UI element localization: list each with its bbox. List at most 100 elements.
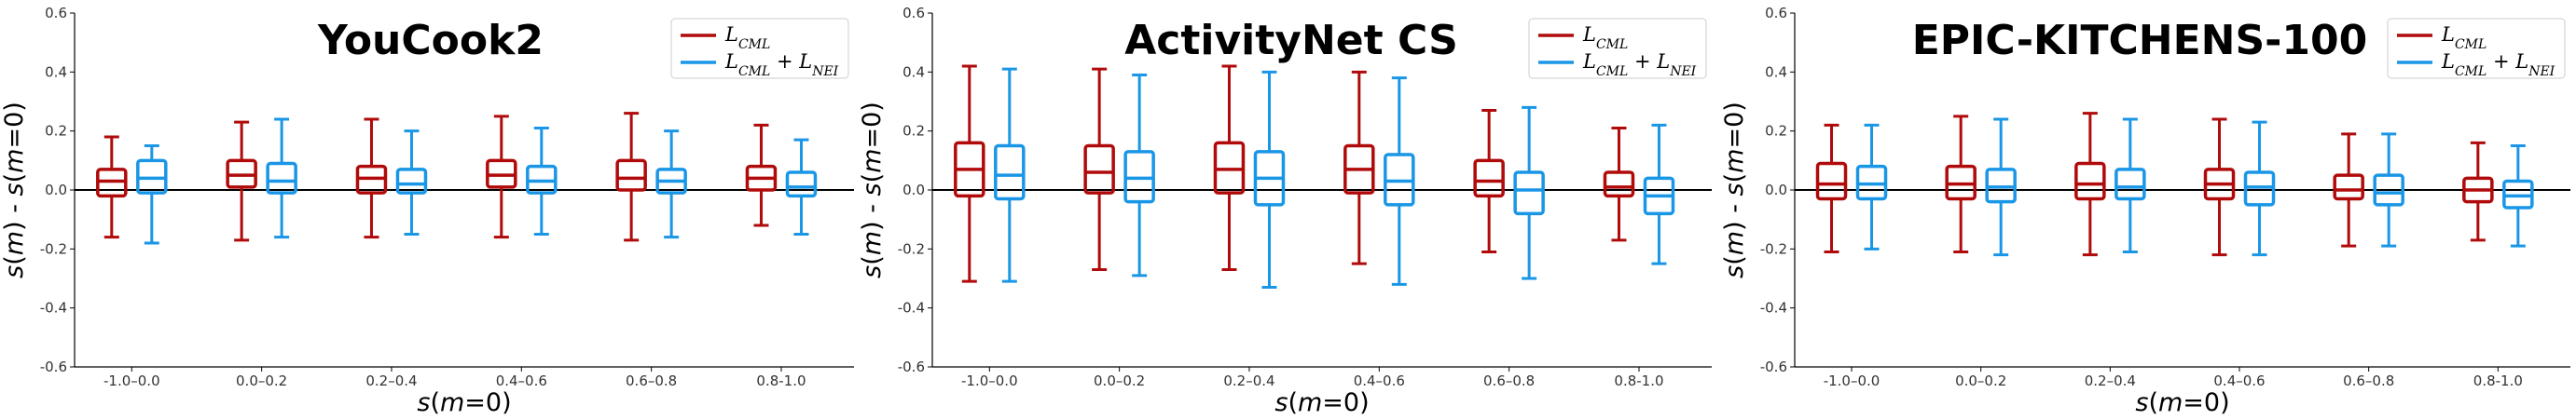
box-cml-6 — [1603, 127, 1635, 242]
box-cml-4 — [486, 115, 517, 239]
box-cml-nei-6 — [2502, 144, 2534, 248]
box-iqr — [1815, 161, 1848, 201]
x-tick-label: -1.0–0.0 — [961, 373, 1018, 389]
y-tick-label: 0.0 — [45, 182, 67, 198]
y-tick-label: 0.4 — [902, 63, 925, 80]
box-cml-nei-2 — [266, 117, 297, 239]
box-cml-6 — [2462, 141, 2494, 242]
box-iqr — [2074, 161, 2106, 201]
box-cml-3 — [355, 117, 388, 239]
legend-entry: LCML — [724, 23, 770, 52]
y-axis-label: s(m) - s(m=0) — [1720, 102, 1749, 278]
x-tick-label: 0.8-1.0 — [756, 373, 806, 389]
box-iqr — [2373, 173, 2404, 207]
box-cml-5 — [615, 112, 647, 242]
x-tick-label: 0.0–0.2 — [1094, 373, 1145, 389]
y-tick-label: -0.6 — [40, 359, 67, 375]
x-tick-label: 0.4–0.6 — [496, 373, 547, 389]
box-iqr — [785, 170, 818, 198]
y-tick-label: -0.6 — [1760, 359, 1787, 375]
y-axis-label: s(m) - s(m=0) — [858, 102, 887, 278]
x-tick-label: -1.0–0.0 — [1824, 373, 1880, 389]
x-tick-label: 0.6–0.8 — [2343, 373, 2394, 389]
y-tick-label: -0.2 — [1760, 240, 1787, 257]
legend-entry: LCML + LNEI — [1582, 50, 1697, 79]
box-cml-nei-6 — [1643, 123, 1675, 265]
x-tick-label: 0.8-1.0 — [1614, 373, 1663, 389]
y-tick-label: 0.0 — [902, 182, 925, 198]
box-iqr — [994, 143, 1026, 201]
y-tick-label: 0.2 — [1765, 123, 1787, 140]
box-cml-nei-5 — [655, 129, 687, 239]
y-tick-label: 0.6 — [1765, 5, 1787, 21]
y-tick-label: -0.4 — [1760, 300, 1787, 317]
y-tick-label: -0.4 — [898, 300, 925, 317]
x-tick-label: 0.0–0.2 — [1955, 373, 2006, 389]
y-tick-label: 0.4 — [1765, 63, 1787, 80]
y-tick-label: -0.6 — [898, 359, 925, 375]
y-tick-label: -0.4 — [40, 300, 67, 317]
box-cml-nei-5 — [2373, 132, 2404, 248]
box-cml-nei-3 — [395, 129, 428, 236]
y-tick-label: 0.6 — [45, 5, 67, 21]
box-cml-5 — [1473, 109, 1505, 253]
box-cml-6 — [745, 123, 778, 227]
box-iqr — [1083, 143, 1115, 195]
box-cml-nei-6 — [785, 138, 818, 236]
x-axis-label: s(m=0) — [2135, 388, 2229, 417]
box-cml-5 — [2333, 132, 2364, 248]
box-cml-nei-2 — [1985, 117, 2017, 257]
x-tick-label: 0.4–0.6 — [2213, 373, 2265, 389]
box-cml-2 — [1945, 115, 1977, 253]
box-iqr — [1603, 170, 1635, 198]
x-axis-label: s(m=0) — [417, 388, 511, 417]
y-tick-label: 0.0 — [1765, 182, 1787, 198]
chart-panel-1: -0.6 -0.4 -0.2 0.0 0.2 0.4 0.6 -1.0–0.0 0.0–0.2 0… — [0, 5, 854, 417]
y-tick-label: 0.2 — [902, 123, 925, 140]
legend-entry: LCML + LNEI — [724, 50, 839, 79]
chart-panel-3: -0.6 -0.4 -0.2 0.0 0.2 0.4 0.6 -1.0–0.0 0.0–0.2 0… — [1720, 5, 2570, 417]
box-cml-nei-1 — [1855, 123, 1888, 251]
box-cml-1 — [96, 135, 128, 239]
box-cml-nei-4 — [1384, 76, 1415, 286]
x-tick-label: -1.0–0.0 — [103, 373, 160, 389]
chart-title: ActivityNet CS — [1124, 17, 1458, 64]
legend-entry: LCML — [2441, 23, 2486, 52]
box-cml-1 — [1815, 123, 1848, 253]
box-cml-nei-4 — [2243, 120, 2276, 257]
x-tick-label: 0.6–0.8 — [1483, 373, 1535, 389]
y-tick-label: 0.4 — [45, 63, 67, 80]
box-cml-1 — [954, 64, 985, 283]
box-iqr — [395, 168, 428, 195]
x-tick-label: 0.8-1.0 — [2473, 373, 2523, 389]
box-cml-nei-1 — [994, 67, 1026, 283]
box-iqr — [2333, 173, 2364, 201]
y-tick-label: -0.2 — [898, 240, 925, 257]
x-tick-label: 0.2–0.4 — [1223, 373, 1274, 389]
y-tick-label: 0.2 — [45, 123, 67, 140]
box-cml-2 — [1083, 67, 1115, 271]
box-iqr — [266, 161, 297, 195]
box-iqr — [2115, 168, 2146, 201]
box-cml-nei-3 — [2115, 117, 2146, 253]
box-cml-nei-3 — [1253, 70, 1286, 289]
y-tick-label: -0.2 — [40, 240, 67, 257]
x-tick-label: 0.4–0.6 — [1354, 373, 1405, 389]
y-tick-label: 0.6 — [902, 5, 925, 21]
box-cml-4 — [2203, 117, 2236, 257]
legend-entry: LCML — [1582, 23, 1628, 52]
box-cml-nei-2 — [1123, 74, 1155, 278]
box-cml-4 — [1343, 70, 1375, 265]
x-tick-label: 0.6–0.8 — [626, 373, 677, 389]
x-tick-label: 0.0–0.2 — [236, 373, 287, 389]
chart-title: EPIC-KITCHENS-100 — [1912, 17, 2368, 64]
box-cml-nei-5 — [1513, 105, 1545, 280]
box-iqr — [1473, 158, 1505, 198]
x-tick-label: 0.2–0.4 — [2085, 373, 2136, 389]
box-iqr — [1513, 170, 1545, 216]
x-axis-label: s(m=0) — [1274, 388, 1369, 417]
